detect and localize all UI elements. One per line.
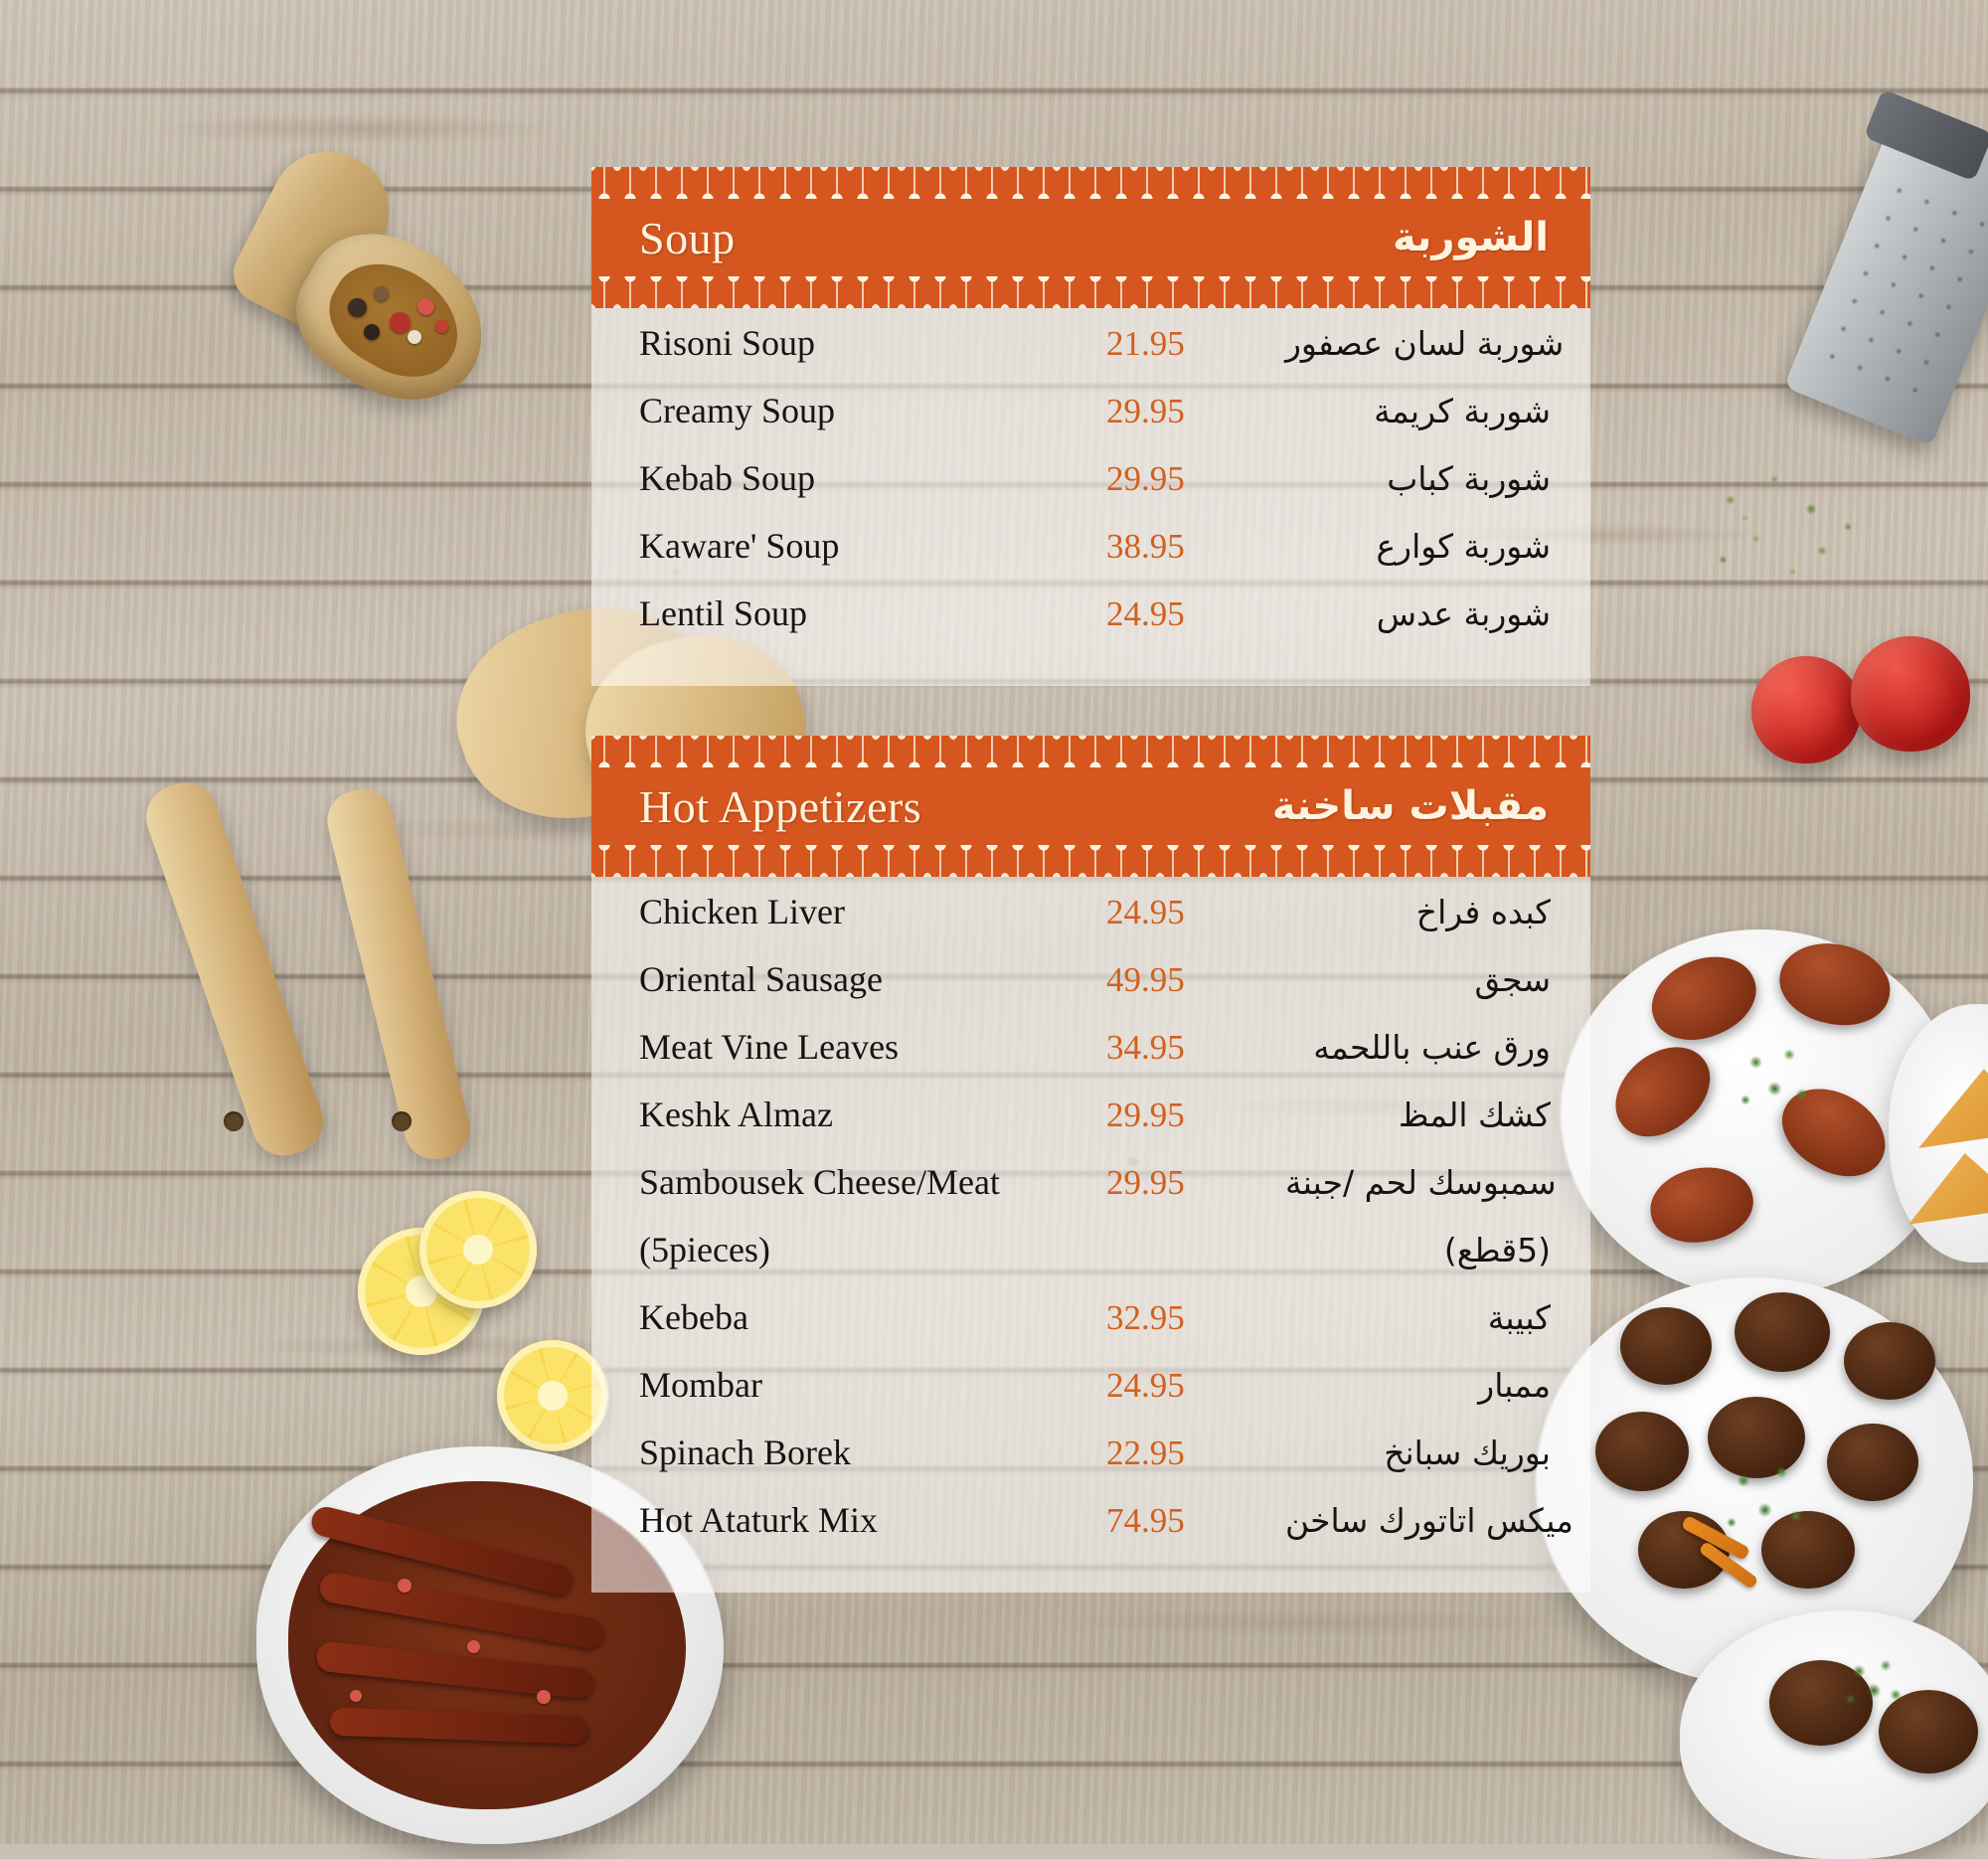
item-name-english: (5pieces) (639, 1230, 770, 1269)
kofta-ball (1595, 1412, 1689, 1491)
item-name-arabic: بوريك سبانخ (1384, 1434, 1551, 1472)
parsley-garnish (1834, 1650, 1917, 1720)
item-price: 38.95 (1106, 527, 1185, 566)
menu-item-row[interactable]: Lentil Soup 24.95 شوربة عدس (591, 592, 1590, 660)
item-name-english: Creamy Soup (639, 391, 835, 430)
peppercorn (374, 286, 389, 301)
item-name-arabic: شوربة كوارع (1376, 527, 1551, 566)
peppercorn (408, 330, 421, 344)
item-price: 29.95 (1106, 459, 1185, 498)
peppercorn (348, 298, 367, 317)
item-price: 74.95 (1106, 1501, 1185, 1540)
item-name-english: Risoni Soup (639, 323, 816, 363)
ornamental-border-bottom (591, 845, 1590, 877)
item-name-english: Kebeba (639, 1297, 748, 1337)
item-name-arabic: كشك المظ (1398, 1096, 1551, 1134)
item-name-english: Keshk Almaz (639, 1095, 833, 1134)
kofta-ball (1844, 1322, 1935, 1400)
kofta-ball (1620, 1307, 1712, 1385)
section-title-arabic: مقبلات ساخنة (1271, 783, 1549, 829)
menu-item-row[interactable]: Hot Ataturk Mix 74.95 ميكس اتاتورك ساخن (591, 1499, 1590, 1567)
parsley-garnish (1725, 1034, 1829, 1128)
kofta-ball (1735, 1292, 1830, 1372)
item-price: 49.95 (1106, 960, 1185, 999)
menu-item-row[interactable]: Chicken Liver 24.95 كبده فراخ (591, 891, 1590, 958)
menu-section-hot-appetizers: Hot Appetizers مقبلات ساخنة Chicken Live… (591, 736, 1590, 1593)
item-name-english: Hot Ataturk Mix (639, 1500, 878, 1540)
item-name-english: Chicken Liver (639, 892, 845, 931)
peppercorn (364, 324, 380, 340)
item-name-english: Sambousek Cheese/Meat (639, 1162, 1000, 1202)
item-name-arabic: شوربة كباب (1387, 459, 1551, 498)
soup-item-list: Risoni Soup 21.95 شوربة لسان عصفور Cream… (591, 308, 1590, 686)
lemon-slice (419, 1191, 537, 1308)
item-name-english: Mombar (639, 1365, 762, 1405)
item-name-english: Oriental Sausage (639, 959, 883, 999)
item-name-english: Meat Vine Leaves (639, 1027, 900, 1067)
item-name-arabic: سمبوسك لحم /جبنة (1285, 1163, 1557, 1202)
peppercorn (390, 312, 411, 333)
peppercorn (417, 298, 434, 315)
item-name-arabic: كبده فراخ (1415, 893, 1551, 931)
item-name-arabic: شوربة لسان عصفور (1285, 324, 1565, 363)
item-name-english: Kebab Soup (639, 458, 815, 498)
item-price: 22.95 (1106, 1434, 1185, 1472)
menu-item-row[interactable]: Kaware' Soup 38.95 شوربة كوارع (591, 525, 1590, 592)
item-name-arabic: (5قطع) (1443, 1231, 1551, 1269)
item-price: 29.95 (1106, 1096, 1185, 1134)
item-name-arabic: كبيبة (1487, 1298, 1551, 1337)
item-name-arabic: ميكس اتاتورك ساخن (1285, 1501, 1574, 1540)
item-name-arabic: ممبار (1478, 1366, 1551, 1405)
section-title-english: Hot Appetizers (639, 780, 922, 832)
ornamental-border-bottom (591, 276, 1590, 308)
item-name-arabic: سجق (1474, 960, 1551, 999)
menu-item-row[interactable]: Creamy Soup 29.95 شوربة كريمة (591, 390, 1590, 457)
menu-item-row[interactable]: Keshk Almaz 29.95 كشك المظ (591, 1094, 1590, 1161)
spatula-hanging-hole (224, 1111, 244, 1131)
peppercorn (435, 320, 448, 333)
hot-appetizers-item-list: Chicken Liver 24.95 كبده فراخ Oriental S… (591, 877, 1590, 1593)
menu-item-row[interactable]: Kebab Soup 29.95 شوربة كباب (591, 457, 1590, 525)
item-price: 24.95 (1106, 594, 1185, 633)
menu-section-soup: Soup الشوربة Risoni Soup 21.95 شوربة لسا… (591, 167, 1590, 686)
section-header-soup: Soup الشوربة (591, 199, 1590, 276)
pink-peppercorn (398, 1579, 412, 1593)
lemon-slice (497, 1340, 608, 1451)
menu-item-row[interactable]: Meat Vine Leaves 34.95 ورق عنب باللحمه (591, 1026, 1590, 1094)
section-title-arabic: الشوربة (1393, 215, 1549, 260)
item-price: 24.95 (1106, 1366, 1185, 1405)
item-price: 29.95 (1106, 1163, 1185, 1202)
item-name-arabic: شوربة عدس (1376, 594, 1551, 633)
item-name-english: Lentil Soup (639, 593, 807, 633)
pink-peppercorn (537, 1690, 551, 1704)
section-title-english: Soup (639, 212, 736, 263)
section-header-hot-appetizers: Hot Appetizers مقبلات ساخنة (591, 767, 1590, 845)
item-price: 34.95 (1106, 1028, 1185, 1067)
menu-item-row[interactable]: Sambousek Cheese/Meat 29.95 سمبوسك لحم /… (591, 1161, 1590, 1229)
menu-item-row-continuation[interactable]: (5pieces) (5قطع) (591, 1229, 1590, 1296)
item-name-arabic: ورق عنب باللحمه (1313, 1028, 1551, 1067)
item-price: 21.95 (1106, 324, 1185, 363)
pink-peppercorn (467, 1640, 480, 1653)
item-name-arabic: شوربة كريمة (1374, 392, 1551, 430)
ornamental-border-top (591, 736, 1590, 767)
red-apple (1751, 656, 1861, 763)
menu-item-row[interactable]: Risoni Soup 21.95 شوربة لسان عصفور (591, 322, 1590, 390)
menu-item-row[interactable]: Oriental Sausage 49.95 سجق (591, 958, 1590, 1026)
item-name-english: Spinach Borek (639, 1433, 851, 1472)
item-price: 32.95 (1106, 1298, 1185, 1337)
spoon-hanging-hole (392, 1111, 412, 1131)
pink-peppercorn (350, 1690, 362, 1702)
item-price: 29.95 (1106, 392, 1185, 430)
item-name-english: Kaware' Soup (639, 526, 840, 566)
ornamental-border-top (591, 167, 1590, 199)
dried-herbs-pile (1690, 452, 1874, 601)
menu-item-row[interactable]: Mombar 24.95 ممبار (591, 1364, 1590, 1432)
menu-item-row[interactable]: Spinach Borek 22.95 بوريك سبانخ (591, 1432, 1590, 1499)
kofta-ball (1827, 1424, 1918, 1501)
red-apple (1851, 636, 1970, 752)
menu-item-row[interactable]: Kebeba 32.95 كبيبة (591, 1296, 1590, 1364)
item-price: 24.95 (1106, 893, 1185, 931)
